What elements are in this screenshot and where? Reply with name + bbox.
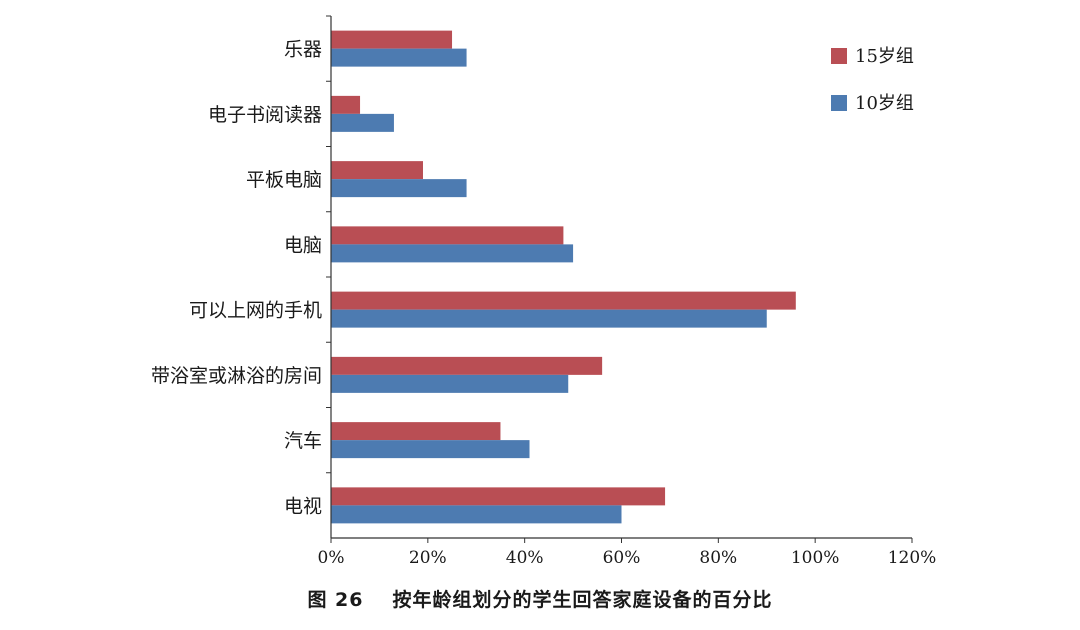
x-tick-label-3: 60% [603, 548, 641, 568]
bar-age10-3 [331, 244, 574, 263]
bar-age10-5 [331, 374, 569, 393]
bar-age10-2 [331, 179, 467, 198]
bar-age15-2 [331, 161, 423, 180]
figure-caption: 图 26 按年龄组划分的学生回答家庭设备的百分比 [0, 585, 1080, 612]
category-label-7: 电视 [284, 495, 322, 517]
bar-age15-4 [331, 291, 796, 310]
bar-age10-1 [331, 113, 394, 132]
category-label-4: 可以上网的手机 [189, 300, 322, 322]
figure-title: 按年龄组划分的学生回答家庭设备的百分比 [392, 589, 773, 611]
legend-swatch-0 [831, 48, 847, 64]
bar-age10-7 [331, 505, 622, 524]
bar-age15-3 [331, 226, 564, 245]
legend-swatch-1 [831, 95, 847, 111]
bar-age15-7 [331, 487, 666, 506]
category-label-3: 电脑 [284, 234, 322, 256]
category-label-2: 平板电脑 [246, 169, 322, 191]
category-label-6: 汽车 [284, 430, 322, 452]
x-tick-label-6: 120% [888, 548, 937, 568]
bar-age10-4 [331, 309, 767, 328]
bar-age10-0 [331, 48, 467, 67]
bar-age10-6 [331, 440, 530, 459]
category-label-5: 带浴室或淋浴的房间 [151, 365, 322, 387]
x-tick-label-2: 40% [506, 548, 544, 568]
bar-age15-0 [331, 30, 453, 49]
bar-age15-1 [331, 95, 361, 114]
legend-label-0: 15岁组 [855, 46, 914, 67]
x-tick-label-5: 100% [791, 548, 840, 568]
bars-group [331, 30, 796, 524]
figure-number: 图 26 [307, 589, 364, 611]
legend-label-1: 10岁组 [855, 93, 914, 114]
x-tick-label-4: 80% [699, 548, 737, 568]
x-tick-label-1: 20% [409, 548, 447, 568]
category-label-1: 电子书阅读器 [208, 104, 322, 126]
legend: 15岁组 10岁组 [831, 46, 914, 114]
category-label-0: 乐器 [284, 39, 322, 61]
bar-age15-6 [331, 422, 501, 441]
bar-age15-5 [331, 356, 603, 375]
x-tick-label-0: 0% [318, 548, 345, 568]
